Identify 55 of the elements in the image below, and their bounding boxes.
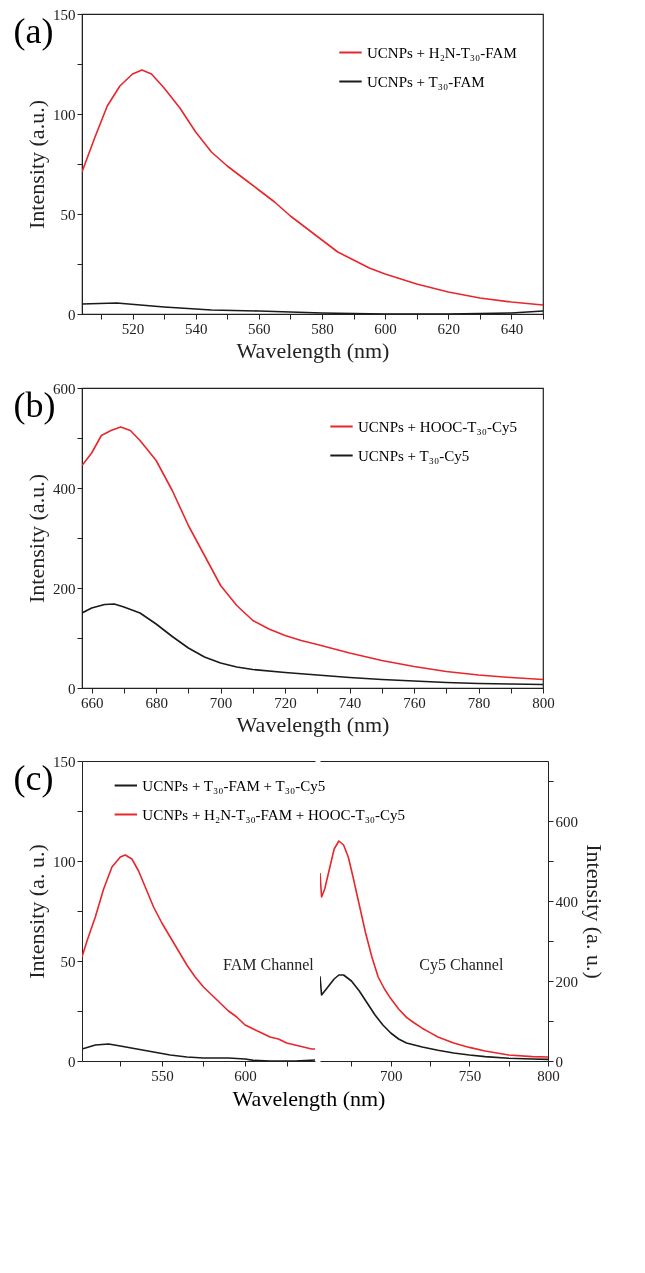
- x-tick-label: 600: [234, 1067, 257, 1084]
- y2-tick-label: 600: [555, 813, 578, 830]
- y-tick-label: 400: [53, 480, 76, 497]
- x-tick-label: 560: [248, 320, 271, 337]
- x-tick-label: 740: [338, 694, 362, 711]
- annotation: Cy5 Channel: [419, 956, 504, 974]
- line-series: [320, 840, 548, 1058]
- x-tick-label: 700: [209, 694, 233, 711]
- line-series: [82, 69, 543, 306]
- legend-label: UCNPs + T₃₀-FAM: [367, 73, 485, 90]
- y-axis-title: Intensity (a. u.): [24, 844, 49, 979]
- x-tick-label: 520: [121, 320, 145, 337]
- x-tick-label: 540: [184, 320, 208, 337]
- x-tick-label: 700: [380, 1067, 403, 1084]
- y2-axis-title: Intensity (a. u.): [582, 844, 607, 979]
- y-tick-label: 100: [53, 853, 76, 870]
- x-tick-label: 620: [437, 320, 461, 337]
- y2-tick-label: 0: [555, 1053, 563, 1070]
- x-tick-label: 760: [403, 694, 426, 711]
- y-tick-label: 150: [53, 753, 76, 770]
- line-series: [82, 854, 315, 1050]
- y-tick-label: 100: [53, 106, 76, 123]
- y-axis-title: Intensity (a.u.): [24, 100, 49, 229]
- x-tick-label: 720: [274, 694, 297, 711]
- annotation: FAM Channel: [222, 956, 315, 973]
- y2-tick-label: 400: [555, 893, 578, 910]
- x-tick-label: 600: [374, 320, 397, 337]
- legend-label: UCNPs + H₂N-T₃₀-FAM: [367, 44, 517, 61]
- x-axis-title: Wavelength (nm): [236, 711, 390, 737]
- x-tick-label: 640: [500, 320, 524, 337]
- x-tick-label: 660: [80, 694, 104, 711]
- y-tick-label: 50: [60, 953, 76, 970]
- y-tick-label: 0: [68, 306, 76, 323]
- y-tick-label: 150: [53, 6, 76, 23]
- chart-title: (a): [13, 11, 54, 51]
- x-tick-label: 800: [532, 694, 555, 711]
- x-tick-label: 550: [151, 1067, 174, 1084]
- legend-label: UCNPs + HOOC-T₃₀-Cy5: [358, 418, 517, 435]
- x-tick-label: 800: [537, 1067, 560, 1084]
- legend-label: UCNPs + T₃₀-Cy5: [358, 447, 470, 464]
- y-tick-label: 0: [68, 1053, 76, 1070]
- y2-tick-label: 200: [555, 973, 578, 990]
- x-tick-label: 780: [467, 694, 491, 711]
- x-axis-title: Wavelength (nm): [236, 337, 390, 363]
- legend-label: UCNPs + H₂N-T₃₀-FAM + HOOC-T₃₀-Cy5: [142, 806, 406, 823]
- y-tick-label: 50: [60, 206, 76, 223]
- y-tick-label: 200: [53, 580, 76, 597]
- x-axis-title: Wavelength (nm): [232, 1086, 386, 1111]
- chart-title: (c): [13, 758, 54, 798]
- x-tick-label: 750: [458, 1067, 482, 1084]
- x-tick-label: 680: [145, 694, 168, 711]
- y-axis-title: Intensity (a.u.): [24, 474, 49, 603]
- legend-label: UCNPs + T₃₀-FAM + T₃₀-Cy5: [142, 777, 326, 794]
- x-tick-label: 580: [311, 320, 334, 337]
- y-tick-label: 0: [68, 680, 76, 697]
